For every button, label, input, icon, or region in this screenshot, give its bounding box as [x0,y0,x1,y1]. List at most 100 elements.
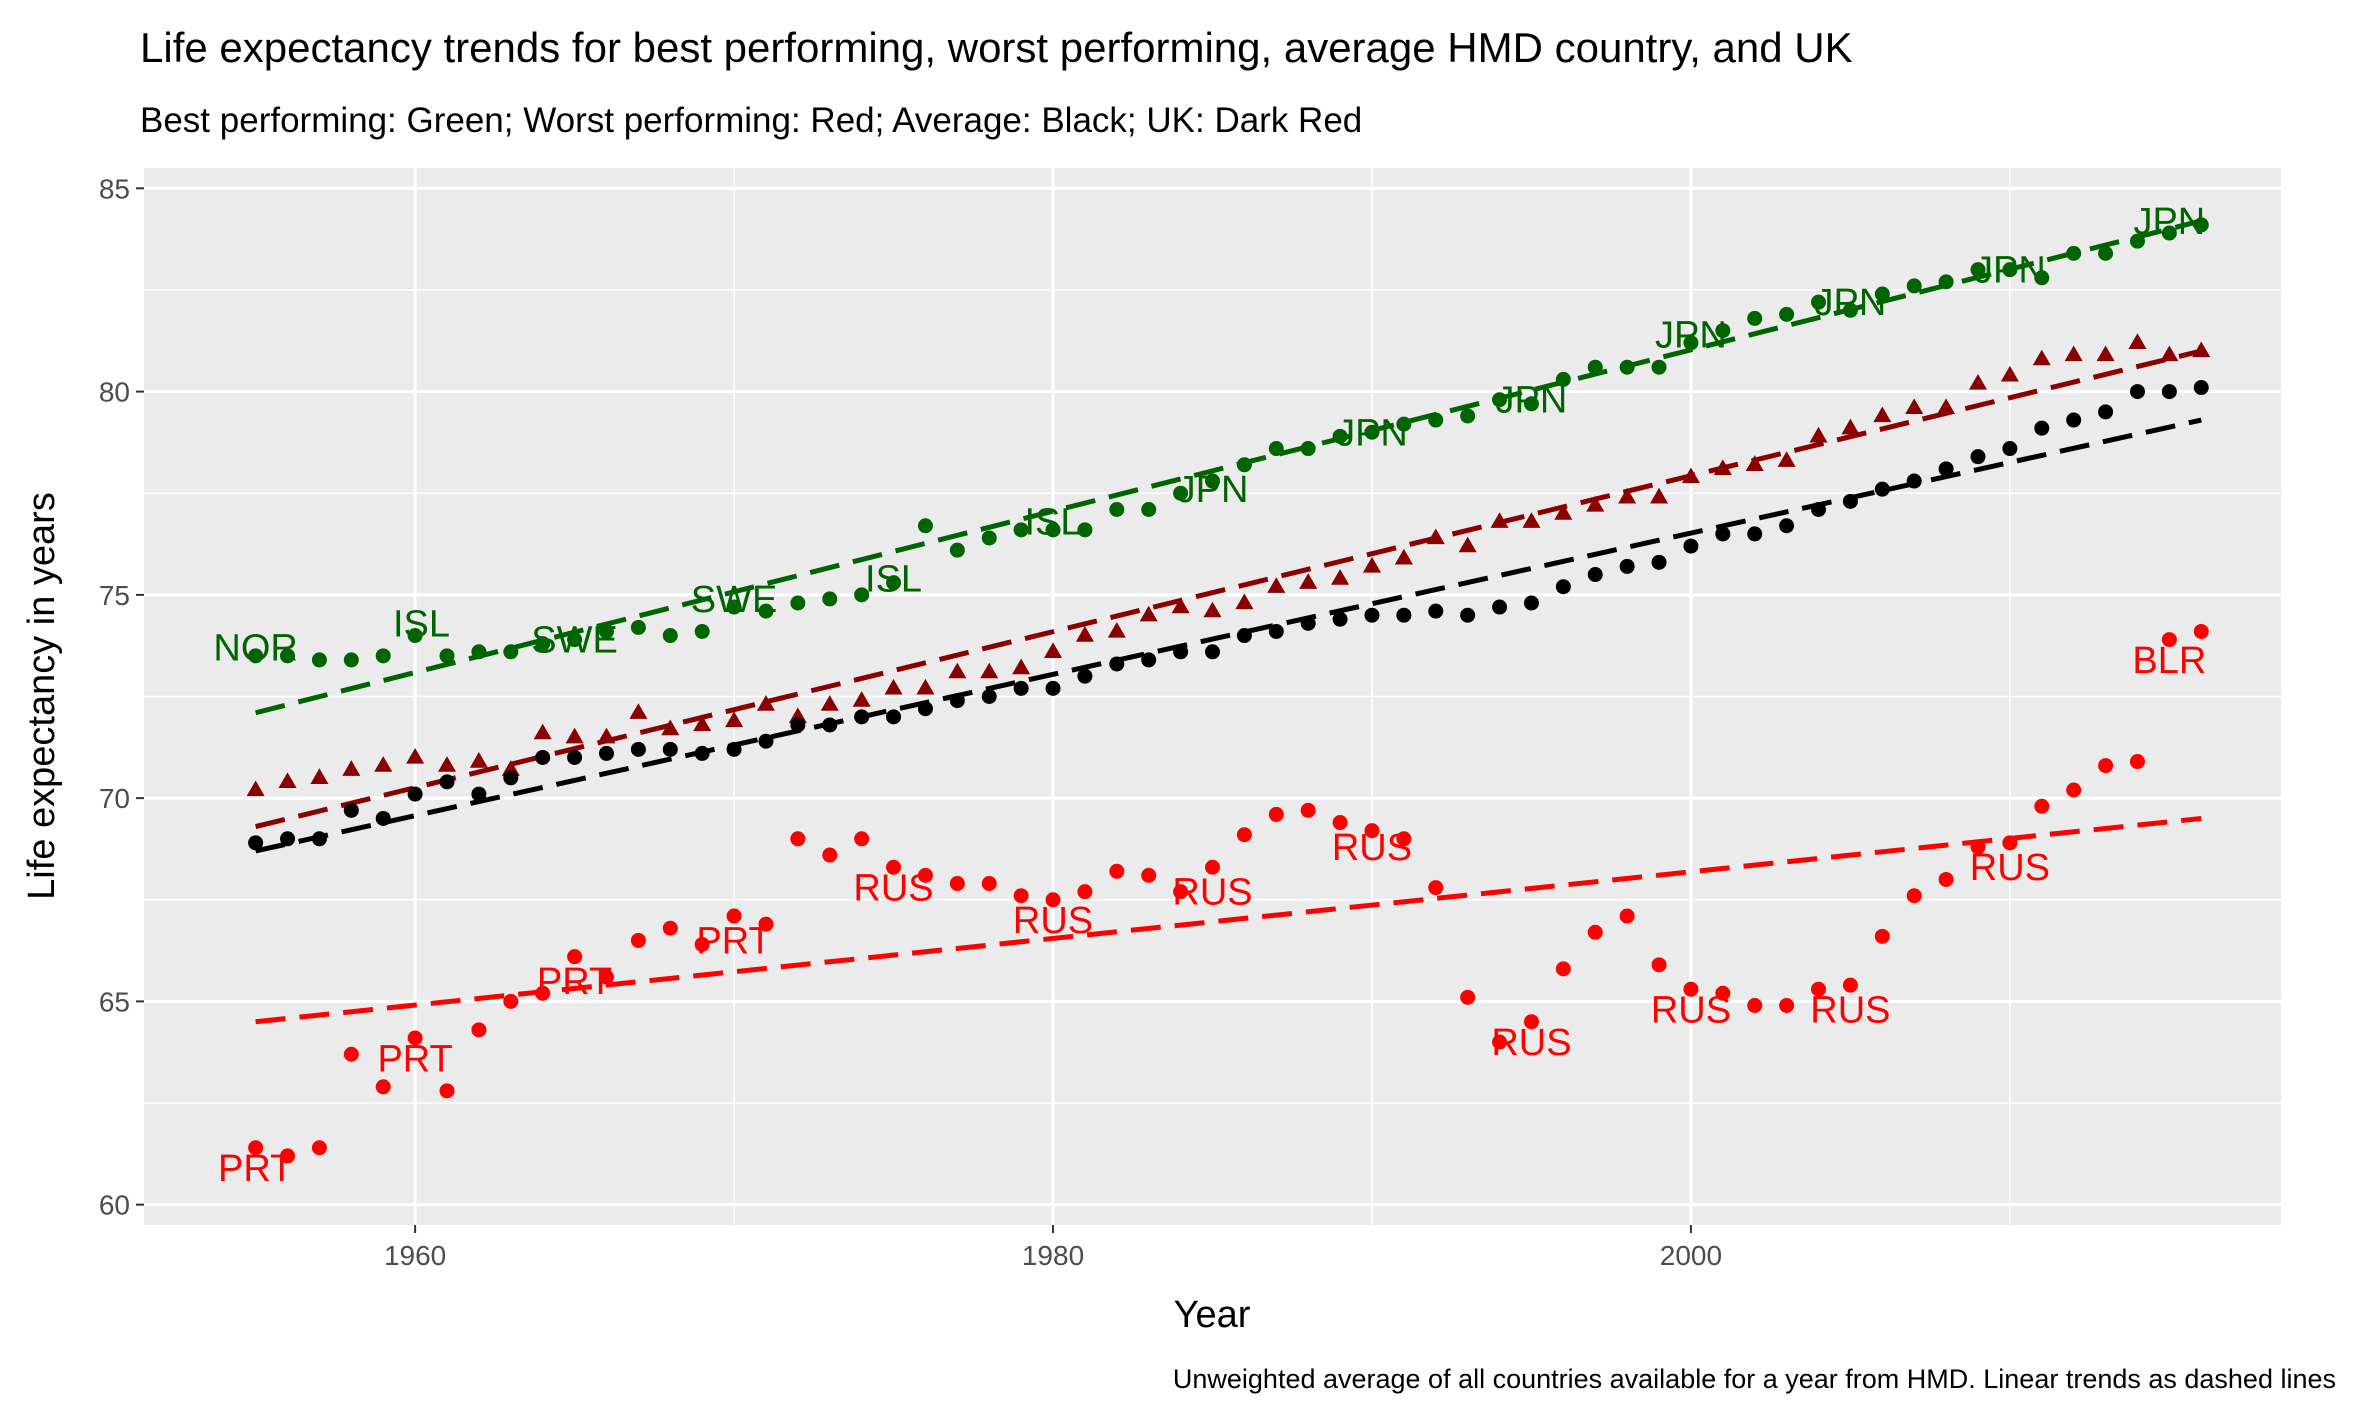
point-uk [1937,398,1956,415]
point-uk [2096,345,2115,362]
point-uk [1075,626,1094,642]
point-best [1874,286,1890,302]
point-best [694,623,710,639]
point-best [343,652,359,668]
point-average [1906,473,1922,489]
point-best [790,595,806,611]
point-uk [2000,365,2019,382]
point-best [1013,522,1029,538]
point-average [280,831,296,847]
point-uk [1681,467,1700,484]
point-label: PRT [696,920,771,962]
point-uk [2128,333,2147,349]
point-uk [629,703,648,719]
point-average [1173,644,1189,660]
point-uk [597,727,616,744]
point-average [1683,538,1699,554]
point-label: RUS [853,868,933,910]
point-worst [949,876,965,892]
point-best [1779,306,1795,322]
trend-line-uk [255,348,2202,830]
point-worst [1268,806,1284,822]
point-worst [248,1140,264,1156]
point-average [758,733,774,749]
point-best [1811,294,1827,310]
point-uk [246,780,265,797]
point-average [1523,595,1539,611]
point-average [311,831,327,847]
point-label: JPN [1974,250,2046,292]
point-worst [1683,981,1699,997]
point-worst [1236,827,1252,843]
point-uk [916,678,935,695]
point-average [503,770,519,786]
point-best [280,648,296,664]
point-best [407,628,423,644]
point-worst [1555,961,1571,977]
point-best [2129,233,2145,249]
point-uk [1586,495,1605,512]
x-axis-title: Year [1174,1294,1251,1336]
point-best [598,623,614,639]
point-uk [1394,548,1413,565]
point-uk [469,752,488,768]
point-average [2066,412,2082,428]
point-uk [1331,569,1350,585]
point-uk [693,715,712,732]
point-worst [1364,823,1380,839]
point-worst [1300,802,1316,818]
point-uk [2032,349,2051,366]
point-worst [375,1079,391,1095]
point-best [1268,441,1284,457]
point-average [1077,668,1093,684]
point-label: JPN [2133,201,2205,243]
point-average [2161,384,2177,400]
point-best [1747,310,1763,326]
point-average [567,749,583,765]
point-average [248,835,264,851]
point-worst [630,932,646,948]
point-label: PRT [537,961,612,1003]
point-worst [1747,997,1763,1013]
point-worst [694,936,710,952]
point-average [375,810,391,826]
point-best [1683,335,1699,351]
point-uk [310,768,329,784]
point-label: RUS [1332,827,1412,869]
point-worst [1460,989,1476,1005]
point-best [662,628,678,644]
point-label: SWE [531,620,618,662]
y-tick-label: 60 [99,1190,130,1221]
point-average [854,709,870,725]
point-uk [533,723,552,740]
point-best [1045,522,1061,538]
y-tick-label: 75 [99,580,130,611]
minor-gridlines [144,168,2281,1225]
point-uk [1426,528,1445,545]
point-average [1205,644,1220,660]
point-worst [886,859,902,875]
point-average [2193,380,2209,396]
point-best [1715,323,1731,339]
point-label: ISL [1024,502,1081,544]
point-best [2034,270,2050,286]
point-best [1364,424,1380,440]
point-best [311,652,327,668]
point-worst [1619,908,1635,924]
point-average [1492,599,1508,615]
trend-line-best [255,218,2202,716]
point-uk [1905,398,1924,415]
point-average [1045,680,1061,696]
point-worst [1428,880,1444,896]
point-uk [1458,536,1477,553]
point-average [917,701,933,717]
point-average [407,786,423,802]
point-worst [1332,815,1348,831]
point-average [2098,404,2114,420]
point-label: RUS [1491,1022,1571,1064]
point-worst [1492,1034,1508,1050]
point-average [2002,441,2018,457]
point-worst [822,847,838,863]
point-worst [1077,884,1093,900]
point-worst [567,949,583,965]
